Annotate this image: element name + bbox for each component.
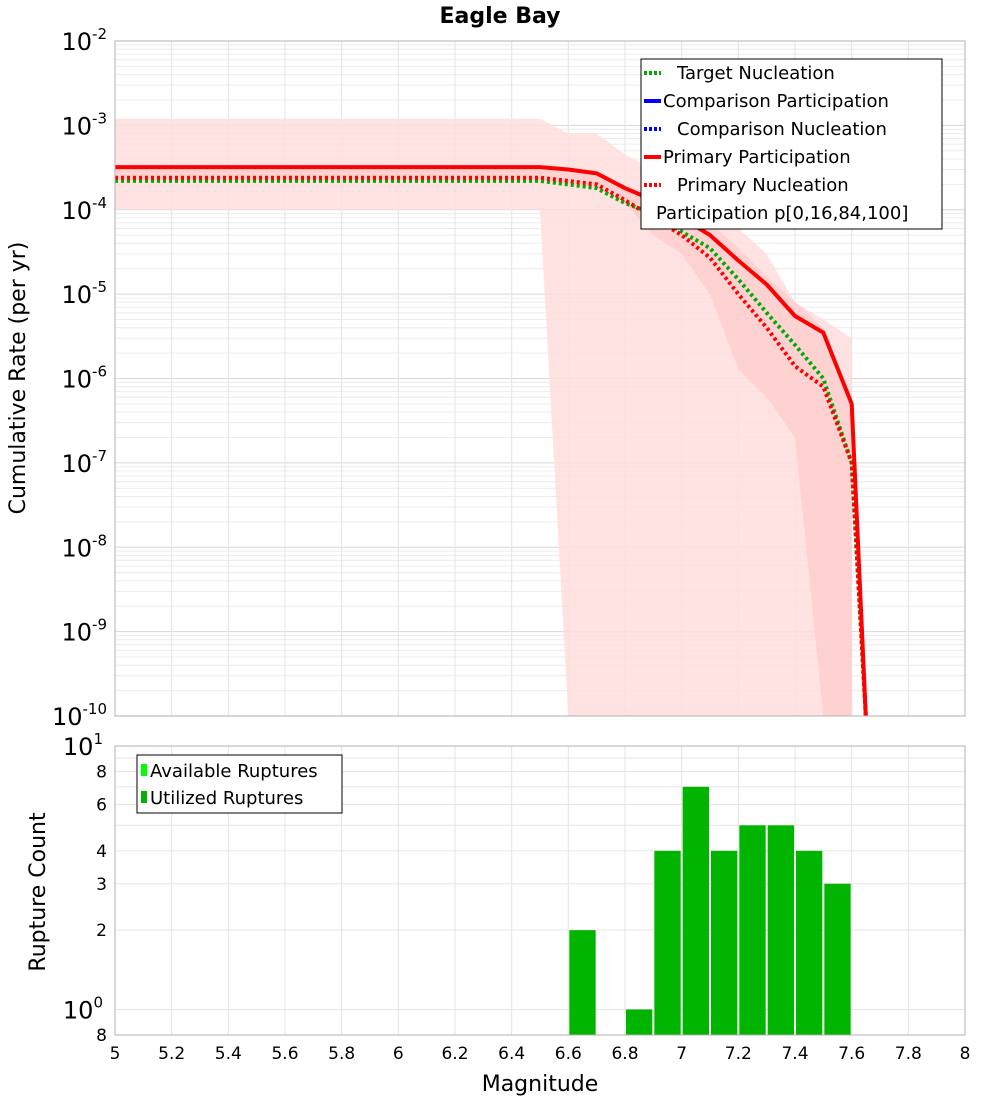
bottom-plot-border bbox=[114, 745, 966, 1036]
legend-label: Primary Participation bbox=[663, 147, 851, 168]
y-tick-exponent: 0 bbox=[93, 993, 103, 1011]
legend-label: Participation p[0,16,84,100] bbox=[656, 203, 908, 224]
y-tick-base: 10 bbox=[61, 197, 92, 225]
y-tick-exponent: -9 bbox=[92, 616, 107, 634]
legend-label: Available Ruptures bbox=[150, 761, 318, 782]
x-tick-label: 6.8 bbox=[611, 1044, 638, 1064]
x-tick-label: 5.6 bbox=[271, 1044, 298, 1064]
bottom-y-tick-label: 8 bbox=[96, 1026, 107, 1046]
y-tick-base: 10 bbox=[61, 534, 92, 562]
top-y-tick-label: 10-9 bbox=[61, 616, 107, 647]
top-y-tick-label: 10-2 bbox=[61, 25, 107, 56]
x-tick-label: 7.6 bbox=[838, 1044, 865, 1064]
legend-label: Target Nucleation bbox=[676, 63, 835, 84]
top-legend-box bbox=[640, 58, 943, 230]
rupture-count-bar bbox=[796, 850, 823, 1035]
x-tick-label: 7.2 bbox=[725, 1044, 752, 1064]
top-legend: Target Nucleation Comparison Participatio… bbox=[640, 58, 943, 230]
y-tick-exponent: 1 bbox=[93, 730, 103, 748]
top-plot-border bbox=[114, 40, 966, 717]
top-y-tick-label: 10-5 bbox=[61, 278, 107, 309]
legend-swatch bbox=[141, 764, 147, 776]
top-y-tick-label: 10-7 bbox=[61, 447, 107, 478]
y-tick-base: 10 bbox=[61, 281, 92, 309]
legend-label: Utilized Ruptures bbox=[150, 788, 303, 809]
y-tick-exponent: -8 bbox=[92, 531, 107, 549]
top-y-tick-label: 10-8 bbox=[61, 531, 107, 562]
bottom-y-tick-label: 6 bbox=[96, 795, 107, 815]
x-tick-label: 5 bbox=[110, 1044, 121, 1064]
bottom-legend: Available Ruptures Utilized Ruptures bbox=[136, 754, 343, 814]
top-y-tick-label: 10-6 bbox=[61, 363, 107, 394]
x-axis-label: Magnitude bbox=[482, 1072, 599, 1097]
x-tick-label: 6.4 bbox=[498, 1044, 525, 1064]
y-tick-exponent: -6 bbox=[92, 363, 107, 381]
bottom-y-tick-label: 4 bbox=[96, 842, 107, 862]
y-tick-base: 10 bbox=[61, 450, 92, 478]
bottom-y-tick-label: 2 bbox=[96, 921, 107, 941]
rupture-count-bar bbox=[711, 850, 738, 1035]
y-tick-exponent: -3 bbox=[92, 109, 107, 127]
x-tick-label: 5.4 bbox=[215, 1044, 242, 1064]
bottom-y-power-tick: 101 bbox=[63, 730, 103, 761]
x-tick-label: 8 bbox=[960, 1044, 971, 1064]
top-y-axis-label: Cumulative Rate (per yr) bbox=[6, 242, 31, 515]
percentile-band-p0-p100 bbox=[115, 118, 852, 716]
x-tick-label: 6.6 bbox=[555, 1044, 582, 1064]
x-tick-label: 7.8 bbox=[895, 1044, 922, 1064]
rupture-count-bar bbox=[654, 850, 681, 1035]
y-tick-exponent: -5 bbox=[92, 278, 107, 296]
rupture-count-bar bbox=[767, 825, 794, 1035]
rupture-count-bar bbox=[824, 883, 851, 1035]
rupture-count-bar bbox=[739, 825, 766, 1035]
x-tick-label: 6.2 bbox=[441, 1044, 468, 1064]
series-line-target-nucleation bbox=[115, 178, 868, 717]
y-tick-base: 10 bbox=[63, 733, 94, 761]
y-tick-exponent: -10 bbox=[83, 700, 108, 718]
rupture-count-bar bbox=[682, 786, 709, 1035]
legend-label: Comparison Participation bbox=[663, 91, 889, 112]
x-tick-label: 6 bbox=[393, 1044, 404, 1064]
x-tick-label: 7 bbox=[676, 1044, 687, 1064]
legend-swatch bbox=[141, 791, 147, 803]
y-tick-exponent: -2 bbox=[92, 25, 107, 43]
legend-label: Comparison Nucleation bbox=[677, 119, 887, 140]
y-tick-base: 10 bbox=[52, 703, 83, 731]
y-tick-base: 10 bbox=[61, 28, 92, 56]
series-line-primary-nucleation bbox=[115, 175, 868, 717]
legend-label: Primary Nucleation bbox=[677, 175, 849, 196]
x-tick-label: 5.8 bbox=[328, 1044, 355, 1064]
top-y-tick-label: 10-10 bbox=[52, 700, 107, 731]
top-y-tick-label: 10-4 bbox=[61, 194, 107, 225]
chart-title: Eagle Bay bbox=[439, 4, 560, 29]
bottom-y-tick-label: 8 bbox=[96, 763, 107, 783]
x-tick-label: 7.4 bbox=[781, 1044, 808, 1064]
bottom-y-tick-label: 3 bbox=[96, 875, 107, 895]
y-tick-base: 10 bbox=[63, 996, 94, 1024]
x-tick-label: 5.2 bbox=[158, 1044, 185, 1064]
bottom-legend-box bbox=[136, 754, 343, 814]
y-tick-base: 10 bbox=[61, 366, 92, 394]
rupture-count-bar bbox=[569, 930, 596, 1035]
y-tick-exponent: -4 bbox=[92, 194, 107, 212]
rupture-count-bar bbox=[626, 1009, 653, 1035]
y-tick-base: 10 bbox=[61, 619, 92, 647]
bottom-y-power-tick: 100 bbox=[63, 993, 103, 1024]
y-tick-base: 10 bbox=[61, 112, 92, 140]
y-tick-exponent: -7 bbox=[92, 447, 107, 465]
bottom-y-axis-label: Rupture Count bbox=[26, 812, 51, 972]
top-y-tick-label: 10-3 bbox=[61, 109, 107, 140]
